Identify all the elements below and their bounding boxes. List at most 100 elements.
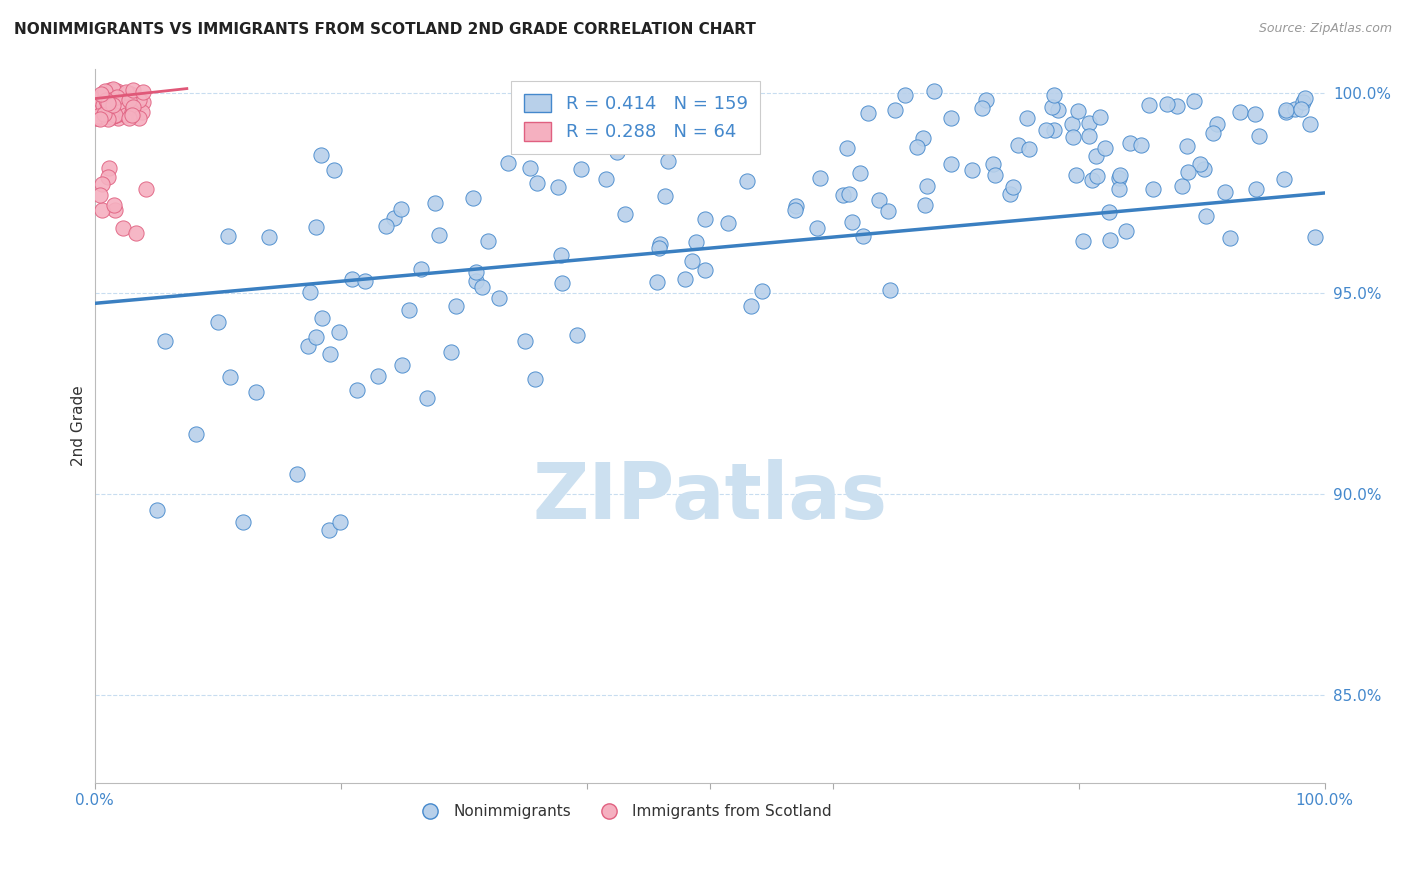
Point	[960, 162, 983, 177]
Point	[115, 85, 138, 99]
Y-axis label: 2nd Grade: 2nd Grade	[72, 385, 86, 467]
Point	[974, 94, 997, 108]
Point	[783, 202, 806, 217]
Point	[103, 84, 125, 98]
Point	[305, 219, 328, 234]
Point	[1175, 139, 1198, 153]
Point	[389, 202, 412, 217]
Point	[105, 90, 128, 104]
Point	[1284, 103, 1306, 117]
Point	[998, 186, 1021, 201]
Point	[1166, 99, 1188, 113]
Point	[97, 161, 120, 176]
Point	[285, 467, 308, 481]
Point	[299, 285, 322, 300]
Text: Source: ZipAtlas.com: Source: ZipAtlas.com	[1258, 22, 1392, 36]
Point	[650, 236, 672, 251]
Point	[104, 108, 127, 122]
Point	[1071, 234, 1094, 248]
Point	[118, 111, 141, 125]
Point	[1098, 205, 1121, 219]
Point	[1229, 105, 1251, 120]
Point	[657, 153, 679, 168]
Point	[382, 211, 405, 226]
Point	[121, 108, 143, 122]
Point	[1094, 141, 1116, 155]
Point	[121, 104, 143, 119]
Point	[1043, 123, 1066, 137]
Point	[740, 299, 762, 313]
Point	[1182, 95, 1205, 109]
Point	[879, 283, 901, 297]
Point	[876, 203, 898, 218]
Point	[100, 111, 122, 125]
Point	[87, 109, 110, 123]
Point	[96, 95, 118, 110]
Point	[132, 85, 155, 99]
Point	[118, 91, 141, 105]
Point	[837, 141, 859, 155]
Point	[1289, 102, 1312, 116]
Point	[128, 94, 150, 108]
Point	[1188, 157, 1211, 171]
Point	[89, 93, 111, 107]
Point	[153, 334, 176, 349]
Point	[444, 300, 467, 314]
Point	[232, 515, 254, 529]
Point	[1295, 91, 1317, 105]
Point	[806, 220, 828, 235]
Point	[120, 87, 142, 101]
Point	[693, 212, 716, 227]
Point	[731, 139, 754, 153]
Point	[1274, 103, 1296, 117]
Point	[1137, 97, 1160, 112]
Point	[218, 370, 240, 384]
Point	[471, 280, 494, 294]
Point	[465, 274, 488, 288]
Point	[309, 148, 332, 162]
Point	[648, 241, 671, 255]
Point	[115, 107, 138, 121]
Point	[1017, 111, 1039, 125]
Point	[1129, 137, 1152, 152]
Point	[98, 83, 121, 97]
Point	[97, 112, 120, 127]
Point	[96, 98, 118, 112]
Point	[97, 96, 120, 111]
Point	[1192, 161, 1215, 176]
Point	[551, 276, 574, 290]
Point	[477, 235, 499, 249]
Point	[94, 88, 117, 103]
Point	[645, 275, 668, 289]
Point	[939, 156, 962, 170]
Point	[1035, 122, 1057, 136]
Point	[1040, 100, 1063, 114]
Point	[257, 230, 280, 244]
Point	[104, 203, 127, 218]
Point	[86, 112, 108, 126]
Point	[1098, 233, 1121, 247]
Point	[751, 284, 773, 298]
Point	[941, 111, 963, 125]
Point	[600, 105, 623, 120]
Point	[693, 263, 716, 277]
Point	[905, 140, 928, 154]
Point	[125, 226, 148, 240]
Point	[984, 169, 1007, 183]
Point	[1007, 137, 1029, 152]
Point	[91, 98, 114, 112]
Point	[1067, 104, 1090, 119]
Point	[735, 174, 758, 188]
Point	[94, 93, 117, 107]
Point	[118, 93, 141, 107]
Point	[717, 216, 740, 230]
Point	[425, 196, 447, 211]
Point	[101, 109, 124, 123]
Point	[785, 199, 807, 213]
Point	[1115, 224, 1137, 238]
Point	[103, 82, 125, 96]
Point	[112, 221, 135, 235]
Point	[439, 345, 461, 359]
Point	[90, 202, 112, 217]
Point	[922, 84, 945, 98]
